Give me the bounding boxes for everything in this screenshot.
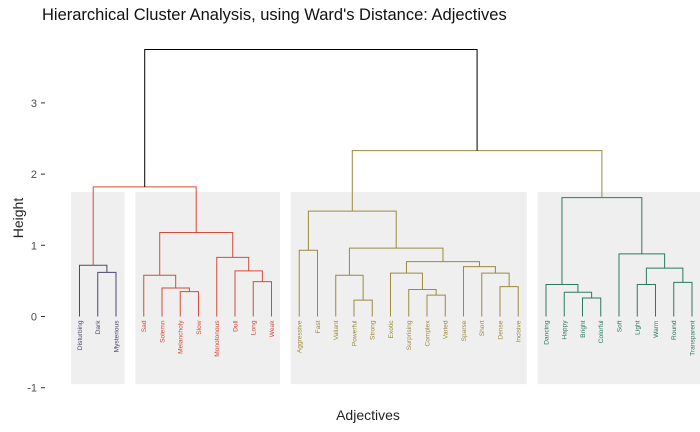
branch-merge-32 bbox=[144, 49, 478, 187]
leaf-label-dark: Dark bbox=[95, 320, 102, 335]
leaf-label-exotic: Exotic bbox=[388, 320, 395, 339]
leaf-label-incisive: Incisive bbox=[516, 320, 523, 342]
leaf-label-fast: Fast bbox=[315, 320, 322, 333]
y-tick-label: 1 bbox=[31, 240, 37, 252]
cluster-panel-2 bbox=[135, 191, 280, 385]
leaf-label-short: Short bbox=[479, 320, 486, 336]
leaf-label-disturbing: Disturbing bbox=[77, 320, 84, 350]
leaf-label-sad: Sad bbox=[141, 320, 148, 332]
leaf-label-transparent: Transparent bbox=[689, 320, 696, 355]
leaf-labels: Disturbing Dark Mysterious Sad Solemn Melanch… bbox=[77, 320, 697, 357]
leaf-label-valiant: Valiant bbox=[333, 320, 340, 340]
cluster-panel-3 bbox=[290, 191, 527, 385]
leaf-label-dancing: Dancing bbox=[543, 320, 550, 345]
leaf-label-long: Long bbox=[251, 320, 258, 335]
leaf-label-mysterious: Mysterious bbox=[113, 320, 120, 353]
leaf-label-round: Round bbox=[671, 320, 678, 340]
x-axis-title: Adjectives bbox=[336, 407, 400, 423]
leaf-label-light: Light bbox=[635, 320, 642, 334]
leaf-label-varied: Varied bbox=[443, 320, 450, 339]
leaf-label-melancholy: Melancholy bbox=[178, 320, 185, 354]
leaf-label-complex: Complex bbox=[424, 320, 431, 347]
leaf-label-aggressive: Aggressive bbox=[297, 320, 304, 353]
chart-title: Hierarchical Cluster Analysis, using War… bbox=[42, 6, 507, 24]
leaf-label-slow: Slow bbox=[196, 320, 203, 335]
leaf-label-dull: Dull bbox=[232, 320, 239, 332]
leaf-label-solemn: Solemn bbox=[159, 320, 166, 343]
leaf-label-bright: Bright bbox=[580, 320, 587, 337]
leaf-label-sparse: Sparse bbox=[461, 320, 468, 341]
leaf-label-colorful: Colorful bbox=[598, 320, 605, 343]
leaf-label-powerful: Powerful bbox=[351, 320, 358, 346]
leaf-label-strong: Strong bbox=[370, 320, 377, 340]
leaf-label-warm: Warm bbox=[653, 320, 660, 338]
leaf-label-monotonous: Monotonous bbox=[214, 320, 221, 357]
leaf-label-weak: Weak bbox=[269, 320, 276, 337]
y-axis: -1 0 1 2 3 bbox=[27, 98, 45, 395]
leaf-label-dense: Dense bbox=[497, 320, 504, 339]
leaf-label-soft: Soft bbox=[616, 320, 623, 332]
y-tick-label: 2 bbox=[31, 169, 37, 181]
dendrogram-branches bbox=[79, 49, 693, 317]
leaf-label-happy: Happy bbox=[562, 320, 569, 340]
leaf-label-surprising: Surprising bbox=[406, 320, 413, 350]
y-tick-label: 0 bbox=[31, 312, 37, 324]
y-tick-label: 3 bbox=[31, 98, 37, 110]
y-tick-label: -1 bbox=[27, 383, 37, 395]
